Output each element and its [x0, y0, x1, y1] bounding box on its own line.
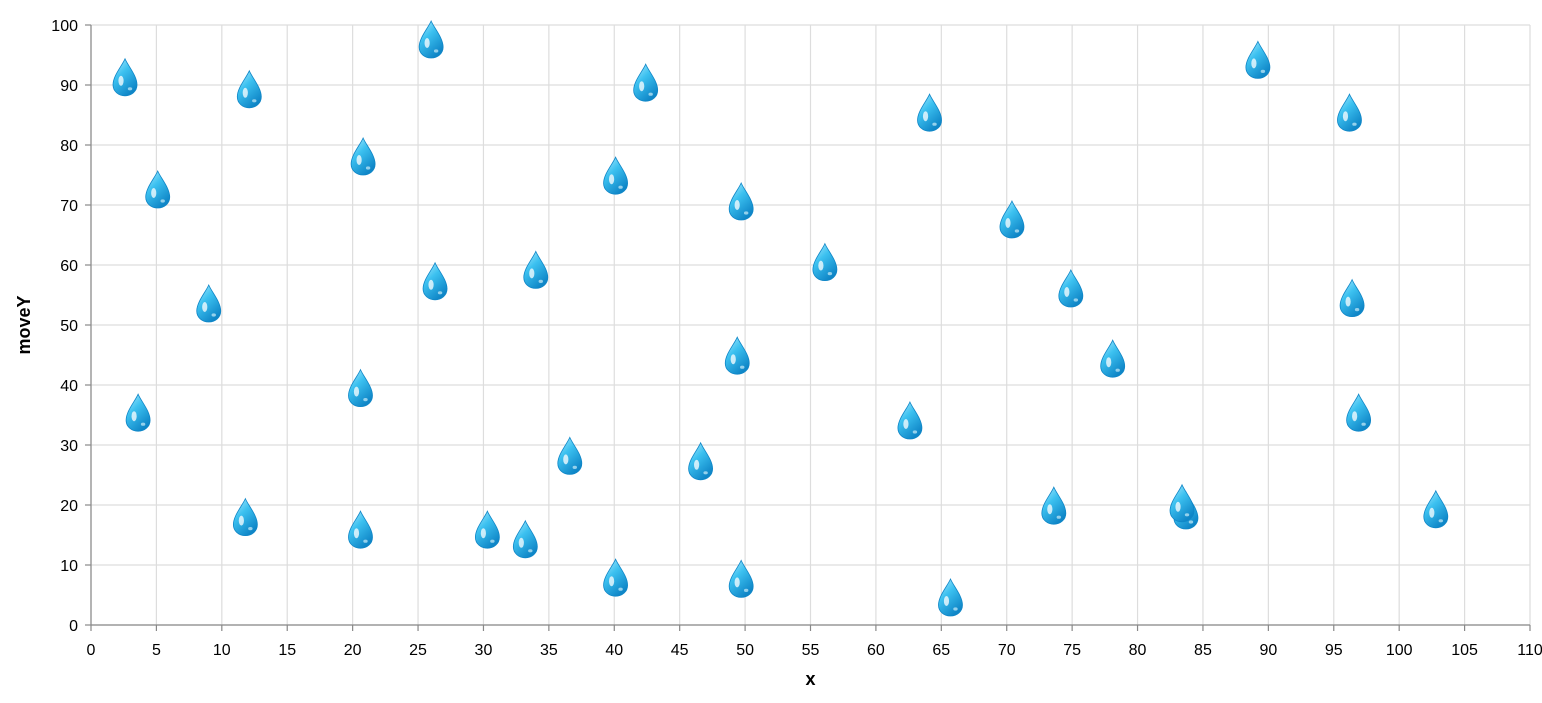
data-point-water-drop-icon: [1100, 339, 1126, 378]
data-point-water-drop-icon: [348, 510, 373, 549]
axes: 0 5 10 15 20 25 30 35 40 45 50 55 60 65 70 75 80 85 90 95 10…: [51, 18, 1542, 659]
data-point-water-drop-icon: [728, 559, 754, 598]
data-point-water-drop-icon: [603, 156, 628, 195]
data-point-water-drop-icon: [145, 169, 171, 209]
x-tick-label: 15: [278, 642, 296, 659]
data-point-water-drop-icon: [125, 393, 151, 432]
data-point-water-drop-icon: [557, 436, 583, 475]
data-point-water-drop-icon: [350, 136, 376, 176]
data-point-water-drop-icon: [236, 69, 262, 109]
data-point-water-drop-icon: [1337, 93, 1362, 132]
data-point-water-drop-icon: [633, 63, 659, 102]
data-point-water-drop-icon: [938, 577, 963, 617]
x-tick-label: 65: [932, 642, 950, 659]
data-point-water-drop-icon: [1346, 393, 1372, 432]
x-tick-label: 55: [802, 642, 820, 659]
data-point-water-drop-icon: [603, 558, 628, 597]
data-point-water-drop-icon: [418, 19, 444, 59]
x-tick-label: 75: [1063, 642, 1081, 659]
y-tick-label: 80: [60, 138, 78, 155]
x-tick-label: 30: [475, 642, 493, 659]
x-tick-label: 5: [152, 642, 161, 659]
x-tick-label: 95: [1325, 642, 1343, 659]
data-point-water-drop-icon: [812, 242, 838, 282]
data-point-water-drop-icon: [232, 497, 258, 536]
data-point-water-drop-icon: [1041, 486, 1067, 525]
data-point-water-drop-icon: [474, 510, 500, 549]
y-tick-label: 10: [60, 558, 78, 575]
x-tick-label: 110: [1517, 642, 1542, 659]
x-tick-label: 100: [1386, 642, 1413, 659]
data-point-water-drop-icon: [1169, 483, 1195, 523]
y-tick-label: 20: [60, 498, 78, 515]
x-tick-label: 0: [87, 642, 96, 659]
data-point-water-drop-icon: [688, 441, 714, 481]
y-tick-label: 90: [60, 78, 78, 95]
y-axis-title: moveY: [14, 295, 34, 354]
data-point-water-drop-icon: [1423, 489, 1449, 529]
y-tick-label: 70: [60, 198, 78, 215]
x-tick-label: 40: [605, 642, 623, 659]
y-tick-label: 0: [69, 618, 78, 635]
data-point-water-drop-icon: [897, 400, 923, 440]
x-tick-label: 105: [1451, 642, 1478, 659]
y-tick-label: 50: [60, 318, 78, 335]
data-point-water-drop-icon: [1245, 40, 1271, 79]
data-point-water-drop-icon: [1058, 268, 1084, 308]
data-point-water-drop-icon: [512, 519, 538, 559]
data-point-water-drop-icon: [112, 57, 138, 97]
x-tick-label: 85: [1194, 642, 1212, 659]
data-point-water-drop-icon: [348, 368, 373, 408]
y-tick-label: 60: [60, 258, 78, 275]
data-point-water-drop-icon: [724, 336, 750, 375]
data-point-water-drop-icon: [728, 181, 754, 221]
data-point-water-drop-icon: [999, 199, 1025, 239]
x-tick-label: 60: [867, 642, 885, 659]
y-tick-label: 30: [60, 438, 78, 455]
data-point-water-drop-icon: [1339, 278, 1365, 318]
x-tick-label: 50: [736, 642, 754, 659]
x-tick-label: 10: [213, 642, 231, 659]
y-tick-label: 40: [60, 378, 78, 395]
data-point-water-drop-icon: [422, 261, 448, 301]
y-tick-label: 100: [51, 18, 78, 35]
data-point-water-drop-icon: [523, 250, 549, 289]
x-tick-label: 70: [998, 642, 1016, 659]
x-tick-label: 20: [344, 642, 362, 659]
x-tick-label: 35: [540, 642, 558, 659]
x-tick-label: 25: [409, 642, 427, 659]
data-point-water-drop-icon: [917, 93, 942, 132]
x-tick-label: 90: [1259, 642, 1277, 659]
data-point-water-drop-icon: [196, 283, 222, 323]
data-marks: [112, 19, 1449, 617]
x-axis-title: x: [805, 669, 815, 689]
x-tick-label: 80: [1129, 642, 1147, 659]
grid: [90, 24, 1531, 626]
x-tick-label: 45: [671, 642, 689, 659]
